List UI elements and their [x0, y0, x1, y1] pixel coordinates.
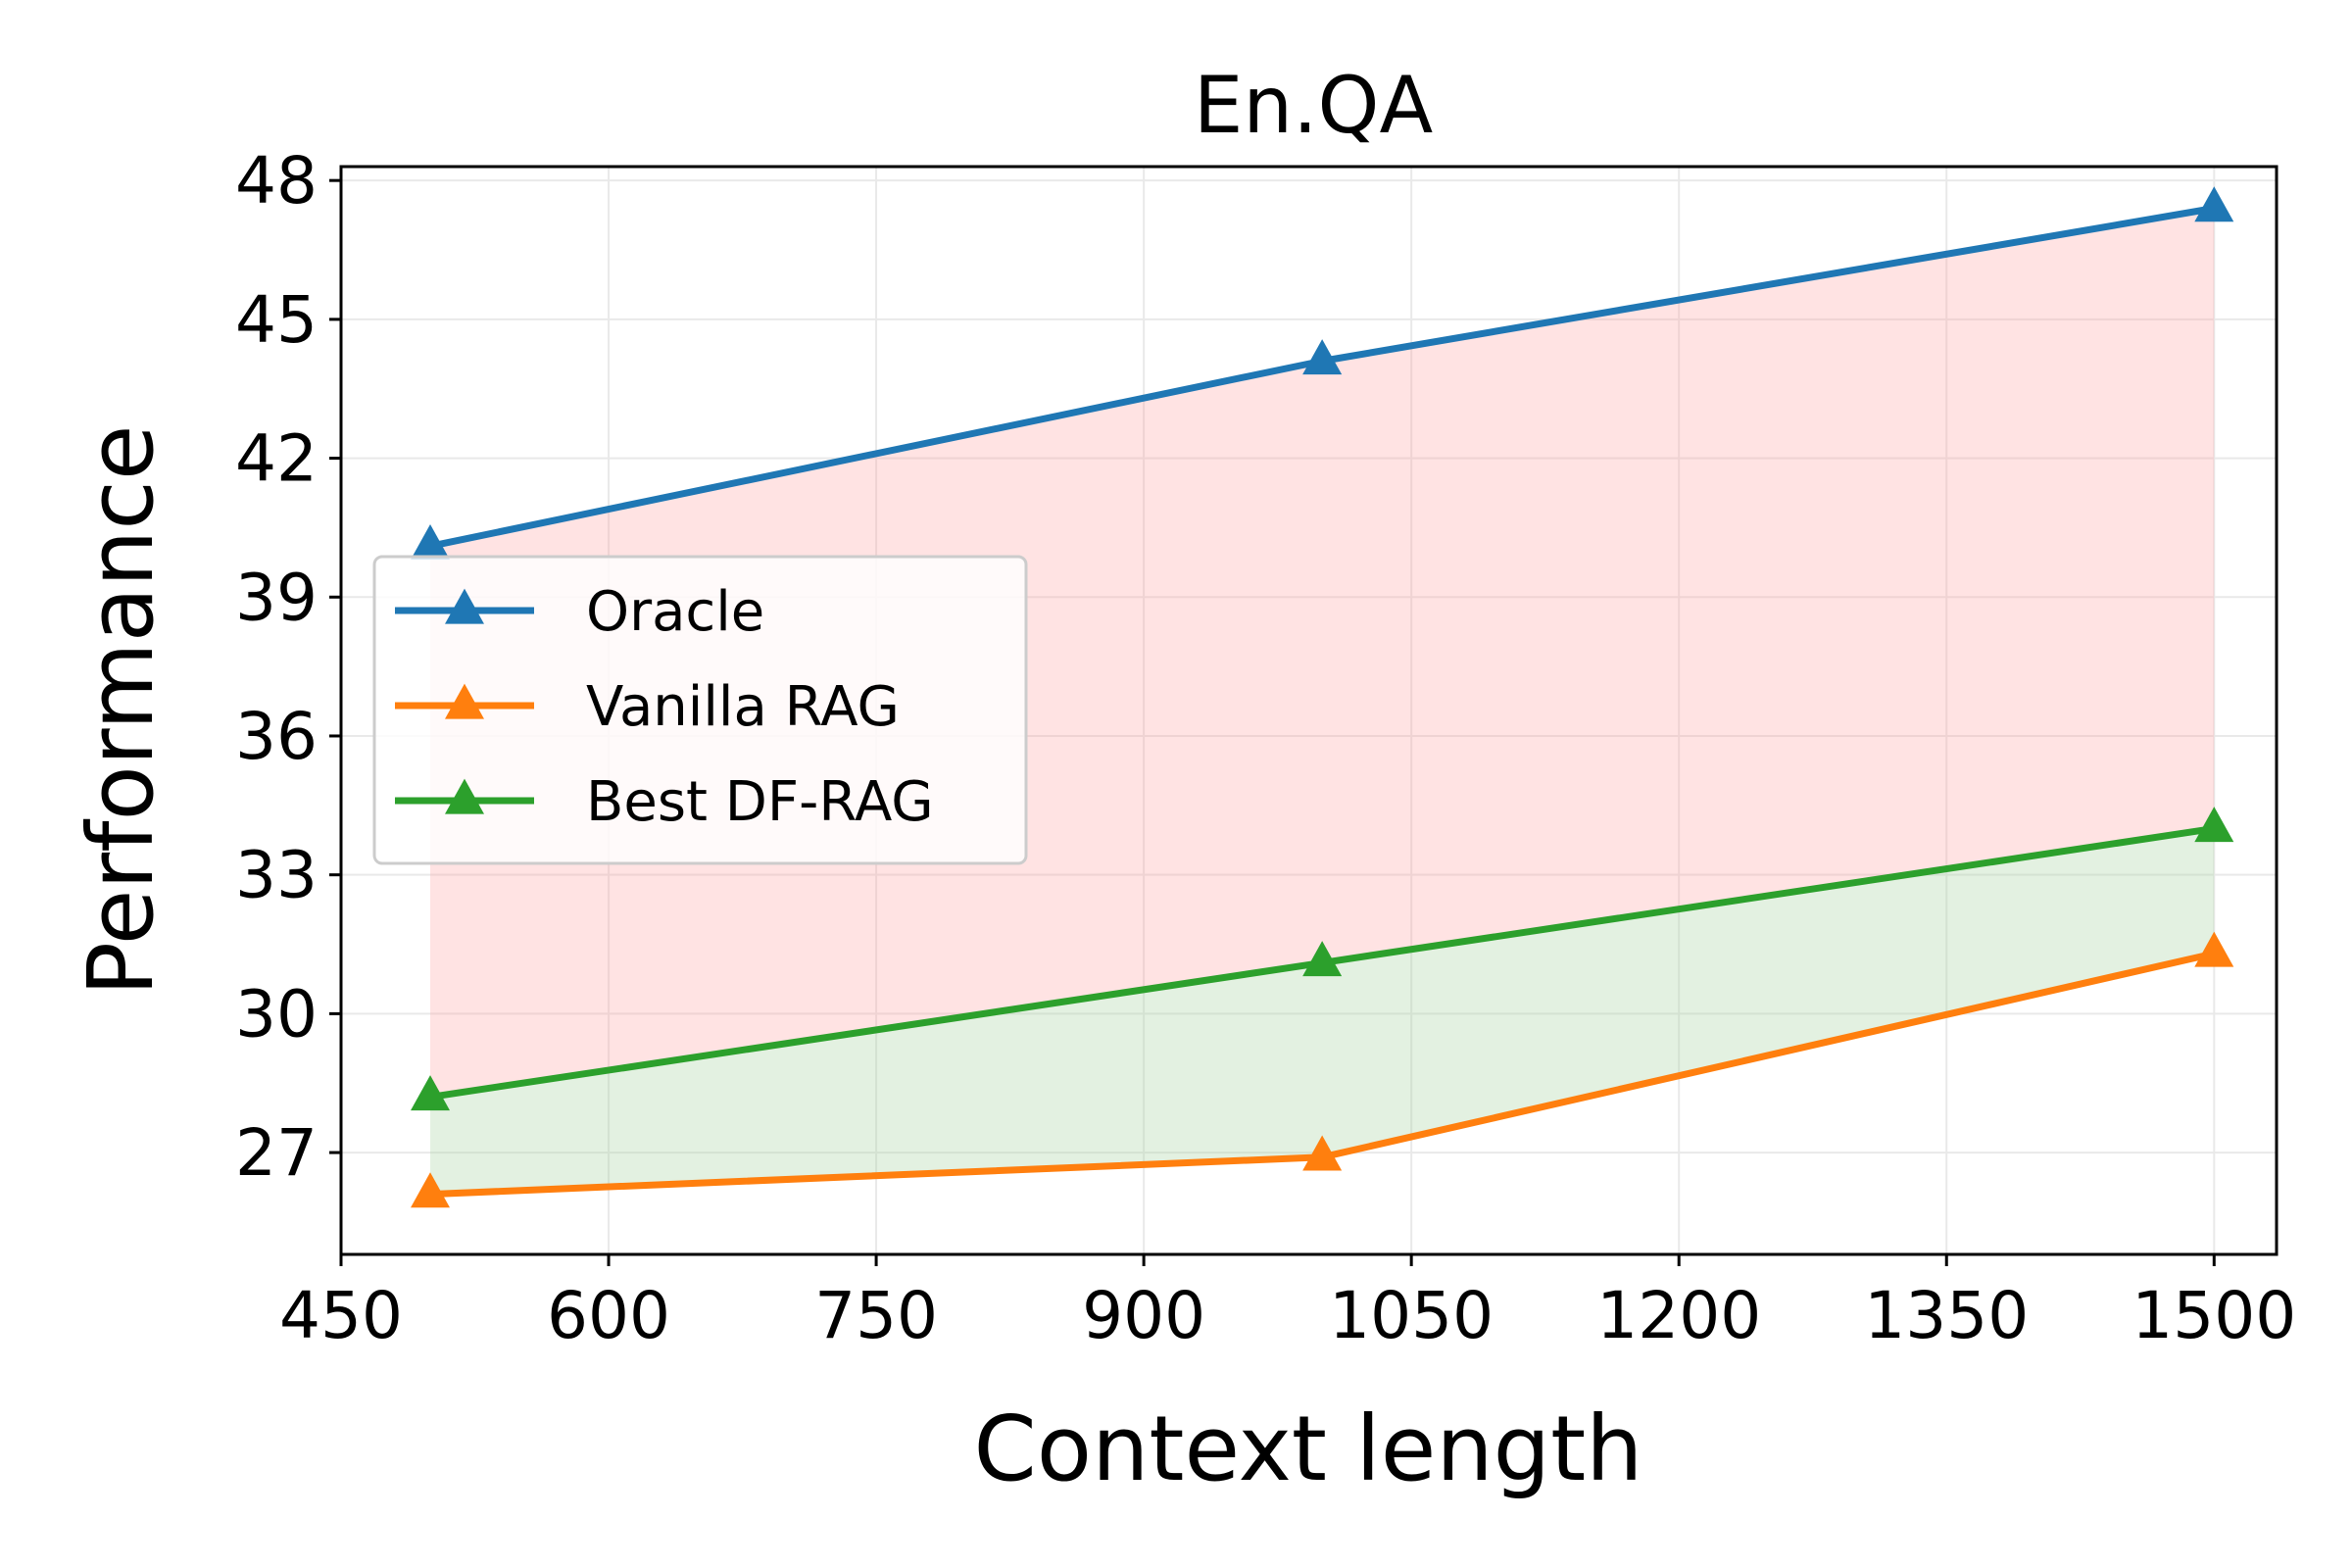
x-tick-label: 450: [279, 1278, 403, 1353]
legend-label: Oracle: [586, 580, 764, 644]
y-tick-label: 36: [235, 699, 318, 774]
data-point-marker: [1302, 941, 1343, 977]
y-tick-label: 42: [235, 421, 318, 497]
data-point-marker: [2194, 931, 2234, 967]
data-point-marker: [2194, 186, 2234, 222]
x-axis-label: Context length: [974, 1396, 1643, 1501]
legend-label: Vanilla RAG: [586, 675, 900, 739]
y-tick-label: 39: [235, 560, 318, 635]
plot-frame: [339, 165, 2278, 1256]
data-point-marker: [1302, 339, 1343, 375]
x-tick-label: 1500: [2132, 1278, 2296, 1353]
data-point-marker: [411, 1172, 451, 1208]
y-axis-label: Performance: [69, 425, 173, 997]
series-markers: [411, 186, 2234, 1208]
x-tick-label: 1200: [1596, 1278, 1761, 1353]
y-axis-ticks: 27 30 33 36 39 42 45 48: [235, 143, 341, 1191]
chart-title: En.QA: [1194, 60, 1434, 151]
x-tick-label: 750: [814, 1278, 938, 1353]
fill-between: [430, 828, 2215, 1195]
y-tick-label: 45: [235, 282, 318, 358]
x-tick-label: 600: [547, 1278, 670, 1353]
x-axis-ticks: 450 600 750 900 1050 1200 1350 1500: [279, 1254, 2296, 1353]
legend-marker: [445, 778, 484, 814]
x-tick-label: 900: [1082, 1278, 1205, 1353]
legend: Oracle Vanilla RAG Best DF-RAG: [372, 555, 1028, 865]
y-tick-label: 27: [235, 1115, 318, 1191]
fill-areas: [430, 208, 2215, 1195]
fill-between: [430, 208, 2215, 1098]
y-tick-label: 48: [235, 143, 318, 219]
legend-marker: [445, 588, 484, 624]
data-point-marker: [411, 523, 451, 560]
y-tick-label: 30: [235, 976, 318, 1052]
legend-label: Best DF-RAG: [586, 770, 934, 834]
x-tick-label: 1350: [1864, 1278, 2029, 1353]
x-tick-label: 1050: [1329, 1278, 1494, 1353]
data-point-marker: [1302, 1135, 1343, 1171]
legend-marker: [445, 683, 484, 719]
y-tick-label: 33: [235, 838, 318, 913]
data-point-marker: [2194, 807, 2234, 843]
legend-box: [372, 555, 1028, 865]
data-point-marker: [411, 1075, 451, 1111]
